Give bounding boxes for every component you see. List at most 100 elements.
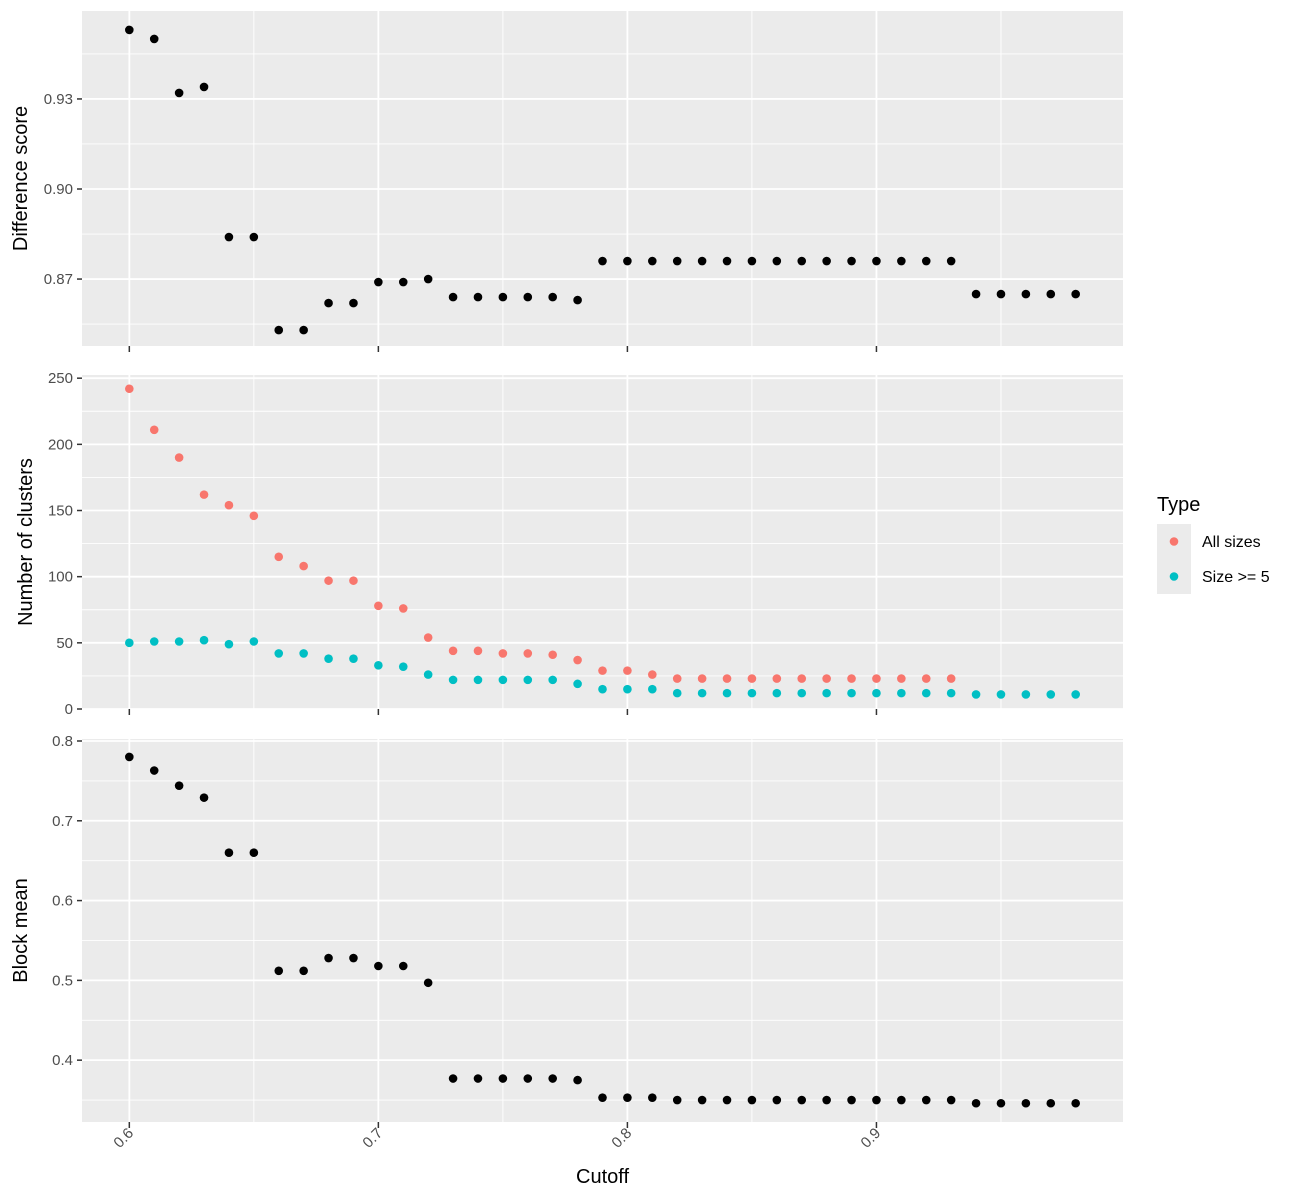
data-point bbox=[274, 552, 284, 562]
data-point bbox=[1046, 1098, 1056, 1108]
data-point bbox=[199, 490, 209, 499]
data-point bbox=[623, 684, 632, 694]
data-point bbox=[423, 274, 433, 284]
data-point bbox=[598, 666, 607, 675]
data-point bbox=[224, 639, 234, 649]
data-point bbox=[946, 1095, 956, 1105]
y-tick-label: 0.87 bbox=[44, 271, 73, 288]
y-tick-label: 0.7 bbox=[52, 813, 73, 830]
data-point bbox=[598, 256, 607, 266]
x-axis-title: Cutoff bbox=[576, 1166, 629, 1188]
data-point bbox=[324, 953, 333, 963]
data-point bbox=[523, 292, 533, 302]
data-point bbox=[847, 674, 856, 683]
data-point bbox=[722, 1095, 732, 1105]
data-point bbox=[697, 688, 707, 698]
data-point bbox=[199, 793, 209, 802]
data-point bbox=[573, 295, 582, 305]
data-point bbox=[398, 277, 408, 287]
data-point bbox=[274, 325, 284, 335]
data-point bbox=[249, 848, 259, 858]
data-point bbox=[897, 688, 906, 698]
data-point bbox=[697, 674, 707, 683]
data-point bbox=[921, 688, 931, 698]
data-point bbox=[349, 654, 358, 664]
data-point bbox=[349, 953, 358, 963]
data-point bbox=[996, 1098, 1006, 1108]
data-point bbox=[149, 766, 159, 775]
data-point bbox=[897, 674, 906, 683]
legend: Type All sizes Size >= 5 bbox=[1157, 494, 1270, 594]
data-point bbox=[199, 82, 209, 92]
data-point bbox=[224, 500, 234, 510]
data-point bbox=[921, 674, 931, 683]
data-point bbox=[1071, 289, 1080, 299]
data-point bbox=[1046, 690, 1056, 699]
data-point bbox=[872, 1095, 881, 1105]
data-point bbox=[996, 690, 1006, 699]
data-point bbox=[921, 256, 931, 266]
data-point bbox=[822, 256, 831, 266]
data-point bbox=[623, 1093, 632, 1102]
data-point bbox=[149, 637, 159, 646]
data-point bbox=[1071, 1098, 1080, 1108]
panel-1: 0.87 0.90 0.93 Difference score bbox=[10, 11, 1123, 352]
data-point bbox=[374, 661, 383, 670]
data-point bbox=[1021, 289, 1031, 299]
data-point bbox=[672, 674, 682, 683]
legend-label: Size >= 5 bbox=[1202, 569, 1270, 586]
data-point bbox=[249, 232, 259, 242]
y-axis-title: Difference score bbox=[10, 106, 32, 251]
data-point bbox=[1021, 1098, 1031, 1108]
data-point bbox=[299, 325, 308, 335]
panel-2: 0 50 100 150 200 250 Number of clusters bbox=[15, 370, 1123, 718]
data-point bbox=[1071, 690, 1080, 699]
data-point bbox=[423, 978, 433, 988]
data-point bbox=[398, 961, 408, 971]
data-point bbox=[174, 781, 184, 790]
data-point bbox=[722, 688, 732, 698]
legend-title: Type bbox=[1157, 494, 1200, 516]
data-point bbox=[872, 674, 881, 683]
y-tick-label: 0 bbox=[65, 701, 73, 718]
data-point bbox=[672, 256, 682, 266]
data-point bbox=[722, 674, 732, 683]
data-point bbox=[672, 1095, 682, 1105]
data-point bbox=[822, 674, 831, 683]
y-tick-label: 100 bbox=[48, 569, 73, 586]
y-tick-label: 150 bbox=[48, 503, 73, 520]
data-point bbox=[971, 1098, 981, 1108]
data-point bbox=[423, 670, 433, 679]
data-point bbox=[747, 1095, 757, 1105]
data-point bbox=[249, 511, 259, 521]
data-point bbox=[822, 688, 831, 698]
data-point bbox=[448, 1074, 458, 1083]
data-point bbox=[249, 637, 259, 646]
data-point bbox=[374, 601, 383, 611]
y-tick-label: 0.4 bbox=[52, 1052, 73, 1069]
data-point bbox=[374, 277, 383, 287]
data-point bbox=[1046, 289, 1056, 299]
data-point bbox=[473, 675, 483, 685]
data-point bbox=[523, 675, 533, 685]
data-point bbox=[224, 232, 234, 242]
data-point bbox=[946, 688, 956, 698]
data-point bbox=[872, 688, 881, 698]
y-tick-label: 200 bbox=[48, 436, 73, 453]
data-point bbox=[548, 292, 557, 302]
data-point bbox=[897, 1095, 906, 1105]
data-point bbox=[822, 1095, 831, 1105]
data-point bbox=[324, 576, 333, 585]
data-point bbox=[448, 675, 458, 685]
data-point bbox=[548, 1074, 557, 1083]
data-point bbox=[996, 289, 1006, 299]
data-point bbox=[199, 635, 209, 645]
data-point bbox=[772, 674, 782, 683]
data-point bbox=[573, 1075, 582, 1085]
data-point bbox=[299, 561, 308, 571]
data-point bbox=[971, 289, 981, 299]
data-point bbox=[697, 1095, 707, 1105]
y-axis-title: Number of clusters bbox=[15, 458, 37, 626]
data-point bbox=[548, 650, 557, 660]
x-tick-label: 0.9 bbox=[858, 1125, 885, 1152]
